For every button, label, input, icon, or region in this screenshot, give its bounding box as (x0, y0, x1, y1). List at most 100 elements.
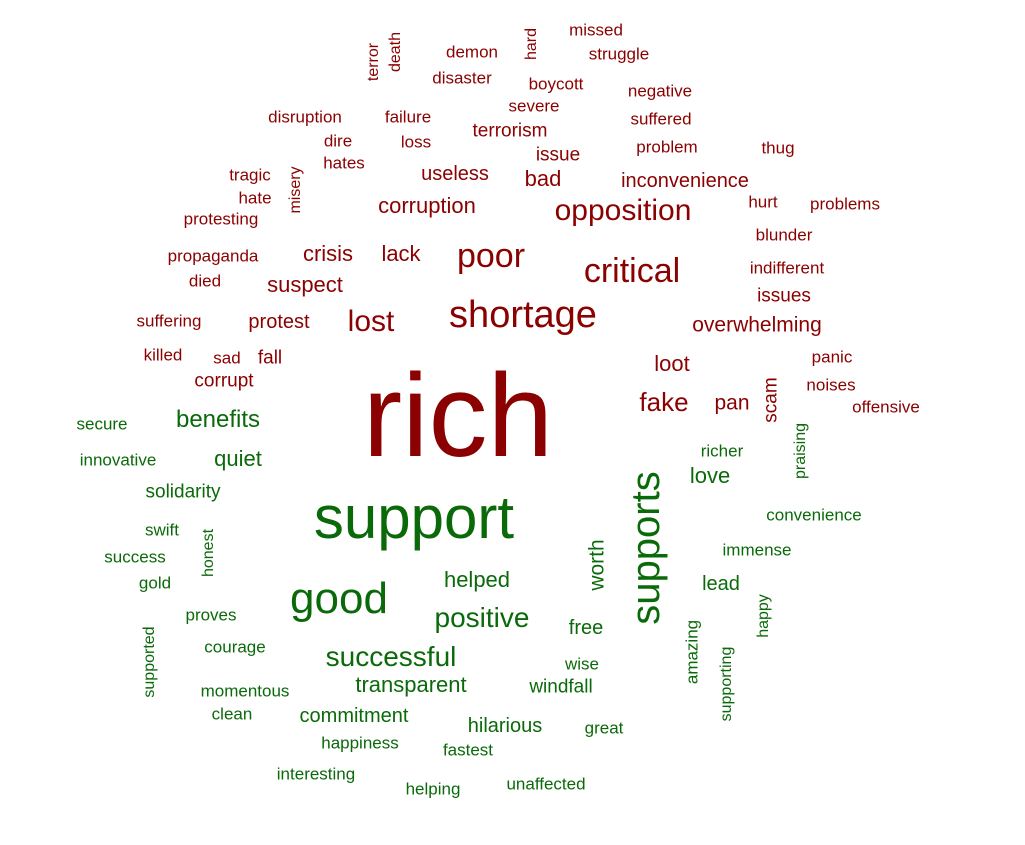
word-hilarious: hilarious (467, 715, 543, 737)
word-proves: proves (185, 605, 237, 625)
word-dire: dire (323, 131, 353, 151)
word-rich: rich (362, 350, 554, 482)
word-lost: lost (347, 305, 395, 338)
word-tragic: tragic (229, 165, 271, 185)
word-noises: noises (806, 375, 856, 395)
word-boycott: boycott (528, 74, 584, 94)
word-solidarity: solidarity (145, 481, 221, 503)
word-clean: clean (211, 704, 253, 724)
word-hard: hard (523, 27, 540, 61)
word-thug: thug (761, 138, 795, 158)
word-overwhelming: overwhelming (692, 313, 822, 337)
word-helping: helping (405, 779, 461, 799)
word-missed: missed (569, 20, 623, 40)
word-severe: severe (508, 96, 560, 116)
word-fastest: fastest (442, 740, 494, 760)
word-successful: successful (325, 641, 457, 672)
word-bad: bad (524, 166, 562, 191)
word-offensive: offensive (852, 397, 920, 417)
word-critical: critical (583, 252, 681, 290)
word-crisis: crisis (302, 241, 354, 266)
word-corruption: corruption (378, 193, 476, 218)
word-useless: useless (421, 163, 489, 185)
word-interesting: interesting (276, 764, 356, 784)
word-suspect: suspect (267, 272, 343, 297)
word-blunder: blunder (755, 225, 813, 245)
word-courage: courage (204, 637, 266, 657)
word-protesting: protesting (183, 209, 259, 229)
word-terror: terror (365, 42, 382, 82)
word-benefits: benefits (175, 406, 261, 433)
word-demon: demon (446, 42, 498, 62)
word-loot: loot (654, 351, 690, 376)
word-supporting: supporting (718, 646, 735, 722)
word-unaffected: unaffected (506, 774, 586, 794)
word-suffering: suffering (136, 311, 202, 331)
word-transparent: transparent (355, 672, 467, 697)
word-sad: sad (213, 348, 241, 368)
word-secure: secure (76, 414, 128, 434)
word-happiness: happiness (321, 733, 399, 753)
word-good: good (290, 574, 388, 623)
word-issues: issues (757, 285, 811, 307)
word-failure: failure (384, 107, 432, 127)
word-amazing: amazing (682, 619, 702, 685)
word-lack: lack (381, 241, 421, 266)
word-great: great (584, 718, 624, 738)
word-fall: fall (257, 347, 283, 369)
word-negative: negative (627, 81, 693, 101)
word-scam: scam (760, 377, 782, 423)
word-misery: misery (287, 166, 304, 214)
word-honest: honest (200, 528, 217, 578)
word-wise: wise (564, 654, 600, 674)
word-inconvenience: inconvenience (621, 170, 749, 192)
word-corrupt: corrupt (194, 370, 254, 392)
word-lead: lead (702, 573, 740, 595)
word-convenience: convenience (766, 505, 862, 525)
word-gold: gold (138, 573, 172, 593)
word-pan: pan (714, 391, 750, 415)
word-protest: protest (248, 311, 310, 333)
word-propaganda: propaganda (167, 246, 259, 266)
word-struggle: struggle (588, 44, 650, 64)
word-richer: richer (700, 441, 744, 461)
word-opposition: opposition (554, 194, 692, 227)
word-death: death (387, 31, 404, 73)
word-praising: praising (792, 422, 809, 480)
word-disruption: disruption (268, 107, 342, 127)
word-died: died (188, 271, 222, 291)
word-suffered: suffered (630, 109, 692, 129)
word-support: support (313, 484, 515, 551)
word-windfall: windfall (529, 676, 593, 698)
word-problems: problems (810, 194, 880, 214)
word-hurt: hurt (748, 192, 778, 212)
word-disaster: disaster (432, 68, 492, 88)
word-innovative: innovative (79, 450, 157, 470)
word-momentous: momentous (200, 681, 290, 701)
word-hate: hate (238, 188, 272, 208)
word-supports: supports (624, 471, 668, 625)
word-indifferent: indifferent (749, 258, 825, 278)
word-killed: killed (143, 345, 183, 365)
word-swift: swift (145, 520, 179, 540)
word-hates: hates (323, 153, 365, 173)
word-panic: panic (811, 347, 853, 367)
word-immense: immense (722, 540, 792, 560)
word-love: love (689, 463, 731, 488)
word-problem: problem (636, 137, 698, 157)
word-free: free (568, 617, 604, 639)
word-terrorism: terrorism (472, 120, 548, 142)
word-positive: positive (434, 602, 530, 633)
word-helped: helped (443, 567, 511, 592)
word-commitment: commitment (299, 705, 409, 727)
word-shortage: shortage (449, 294, 597, 336)
word-issue: issue (535, 144, 581, 166)
word-supported: supported (141, 626, 158, 698)
word-poor: poor (456, 237, 526, 275)
word-success: success (104, 547, 166, 567)
word-happy: happy (755, 594, 772, 638)
word-fake: fake (639, 387, 689, 417)
word-worth: worth (585, 539, 609, 591)
word-loss: loss (400, 132, 432, 152)
